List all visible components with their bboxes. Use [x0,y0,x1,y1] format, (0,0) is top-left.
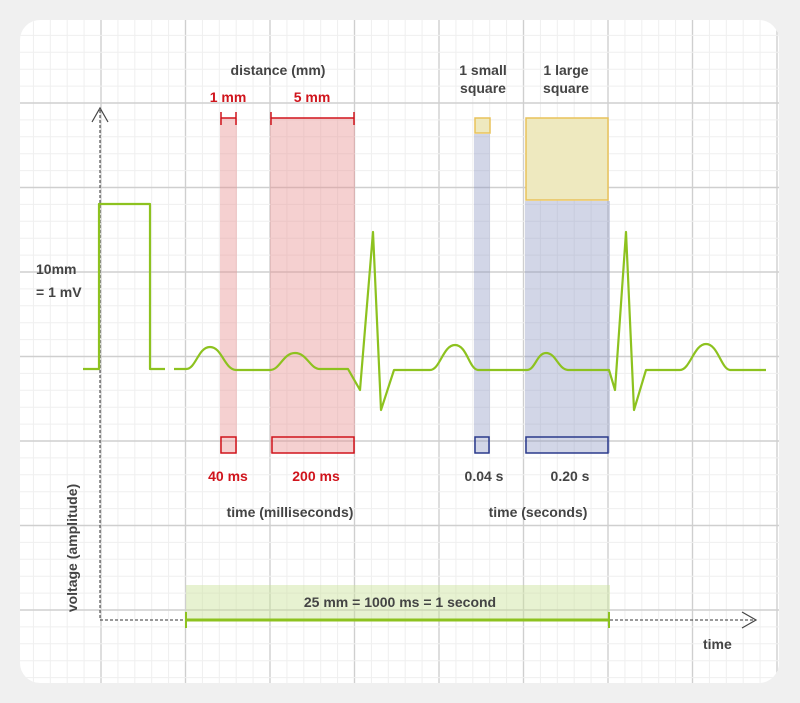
small-square-label-1: 1 small [459,62,506,78]
scale-band [186,585,610,621]
0.04s-box [474,436,490,454]
calibration-label-2: = 1 mV [36,284,82,300]
five-mm-bracket [270,112,355,125]
one-mm-highlight [220,118,237,453]
time-ms-label: time (milliseconds) [227,504,354,520]
large-square-column [525,201,610,453]
calibration-label-1: 10mm [36,261,76,277]
time-axis-label: time [703,636,732,652]
large-square-label-2: square [543,80,589,96]
scale-label: 25 mm = 1000 ms = 1 second [304,594,496,610]
large-square [525,117,609,201]
one-mm-label: 1 mm [210,89,247,105]
right-arrow-icon [741,611,758,629]
grid [20,20,779,683]
200ms-box [271,436,355,454]
up-arrow-icon [91,106,109,123]
0.20s-box [525,436,609,454]
voltage-axis-label: voltage (amplitude) [64,484,80,612]
distance-label: distance (mm) [231,62,326,78]
40ms-box [220,436,237,454]
40ms-label: 40 ms [208,468,248,484]
ecg-trace [174,230,766,412]
small-square-column [474,134,490,453]
0.04s-label: 0.04 s [465,468,504,484]
200ms-label: 200 ms [292,468,340,484]
time-s-label: time (seconds) [489,504,588,520]
five-mm-label: 5 mm [294,89,331,105]
large-square-label-1: 1 large [543,62,588,78]
five-mm-highlight [270,118,355,453]
small-square [474,117,491,134]
small-square-label-2: square [460,80,506,96]
0.20s-label: 0.20 s [551,468,590,484]
scale-bar [185,612,610,628]
one-mm-bracket [220,112,237,125]
calibration-pulse [83,202,165,371]
